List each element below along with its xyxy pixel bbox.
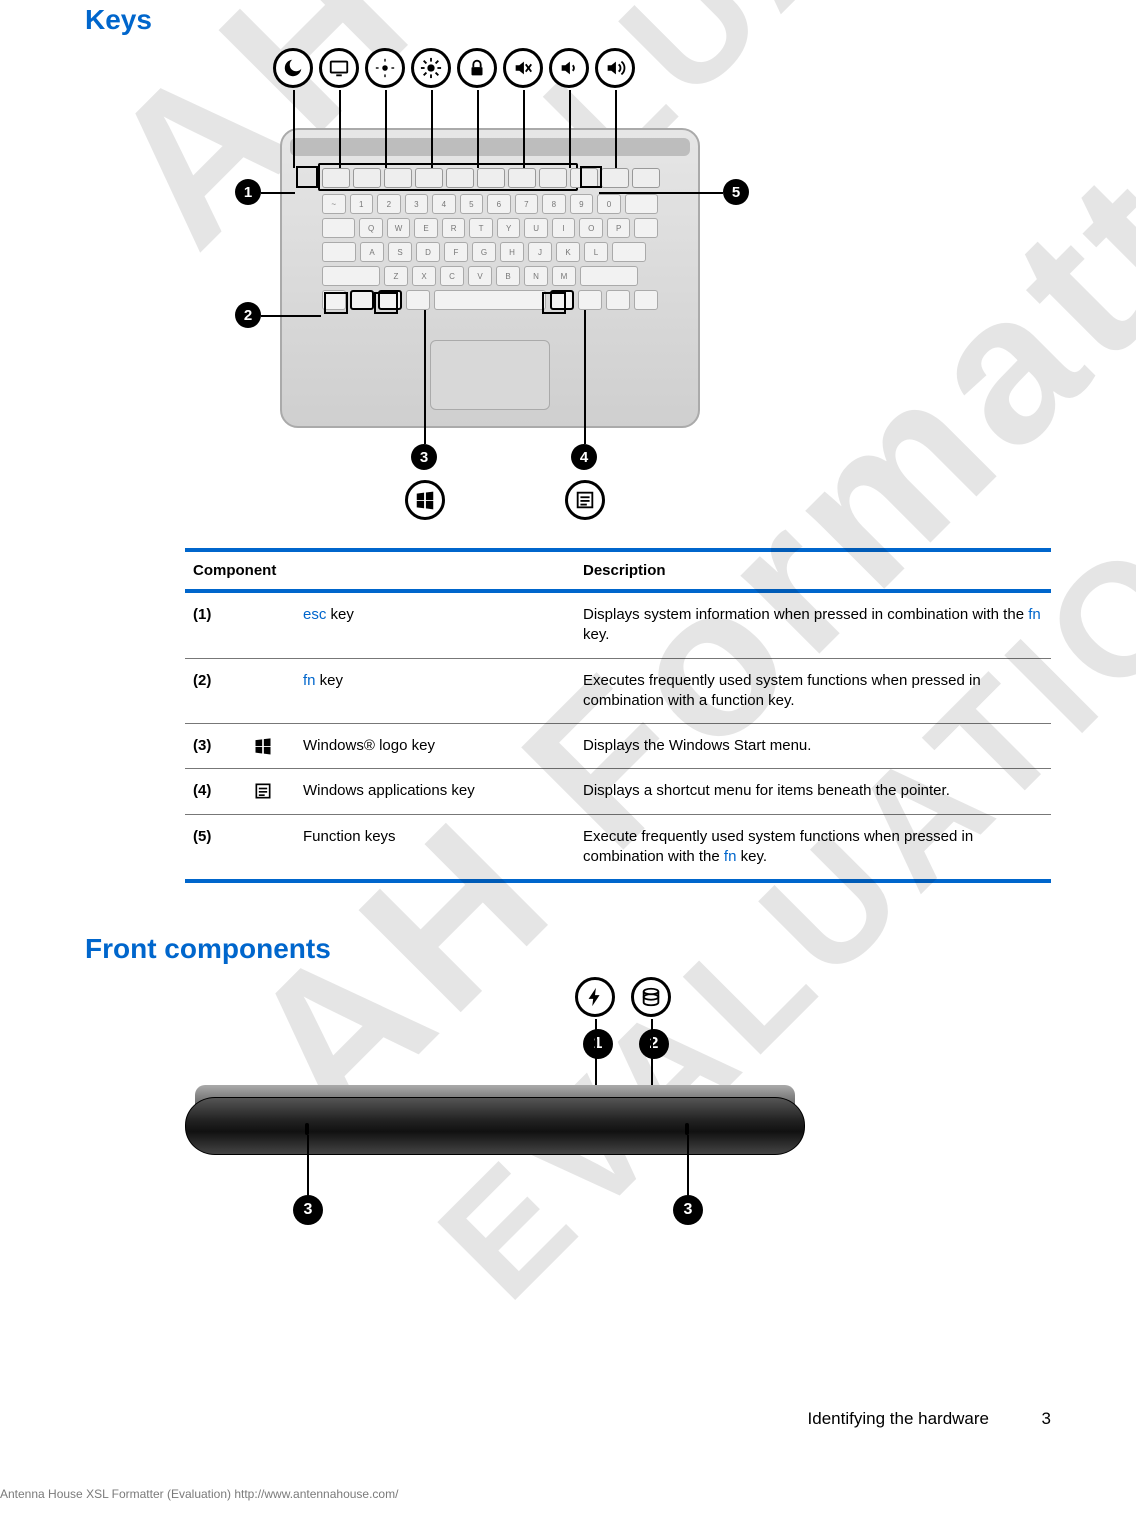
display-icon bbox=[319, 48, 359, 88]
disk-icon bbox=[631, 977, 671, 1017]
vol-up-icon bbox=[595, 48, 635, 88]
keys-diagram: ~1234567890 QWERTYUIOP ASDFGHJKL ZXCVBNM bbox=[185, 48, 765, 518]
table-row: (4) Windows applications key Displays a … bbox=[185, 769, 1051, 814]
table-header-description: Description bbox=[575, 550, 1051, 591]
mute-icon bbox=[503, 48, 543, 88]
applications-key-icon bbox=[565, 480, 605, 520]
callout-2: 2 bbox=[639, 1029, 669, 1059]
section-title-front: Front components bbox=[85, 933, 1051, 965]
callout-5: 5 bbox=[723, 179, 749, 205]
brightness-up-icon bbox=[411, 48, 451, 88]
power-icon bbox=[575, 977, 615, 1017]
table-row: (2) fn key Executes frequently used syst… bbox=[185, 658, 1051, 724]
callout-3: 3 bbox=[411, 444, 437, 470]
windows-logo-icon bbox=[253, 736, 273, 756]
keys-table: Component Description (1) esc key Displa… bbox=[185, 548, 1051, 883]
footer-generator: Antenna House XSL Formatter (Evaluation)… bbox=[0, 1487, 398, 1501]
laptop-illustration: ~1234567890 QWERTYUIOP ASDFGHJKL ZXCVBNM bbox=[280, 128, 700, 428]
callout-3b: 3 bbox=[673, 1195, 703, 1225]
table-row: (5) Function keys Execute frequently use… bbox=[185, 814, 1051, 881]
vol-down-icon bbox=[549, 48, 589, 88]
front-diagram: 1 2 3 3 bbox=[185, 977, 825, 1237]
callout-1: 1 bbox=[583, 1029, 613, 1059]
lock-icon bbox=[457, 48, 497, 88]
table-row: (1) esc key Displays system information … bbox=[185, 591, 1051, 658]
callout-2: 2 bbox=[235, 302, 261, 328]
footer-section-title: Identifying the hardware3 bbox=[808, 1409, 1051, 1429]
brightness-down-icon bbox=[365, 48, 405, 88]
applications-key-icon bbox=[253, 781, 273, 801]
table-row: (3) Windows® logo key Displays the Windo… bbox=[185, 724, 1051, 769]
callout-3: 3 bbox=[293, 1195, 323, 1225]
moon-icon bbox=[273, 48, 313, 88]
callout-1: 1 bbox=[235, 179, 261, 205]
table-header-component: Component bbox=[185, 550, 575, 591]
callout-4: 4 bbox=[571, 444, 597, 470]
page-number: 3 bbox=[1009, 1409, 1051, 1429]
section-title-keys: Keys bbox=[85, 4, 1051, 36]
windows-logo-icon bbox=[405, 480, 445, 520]
